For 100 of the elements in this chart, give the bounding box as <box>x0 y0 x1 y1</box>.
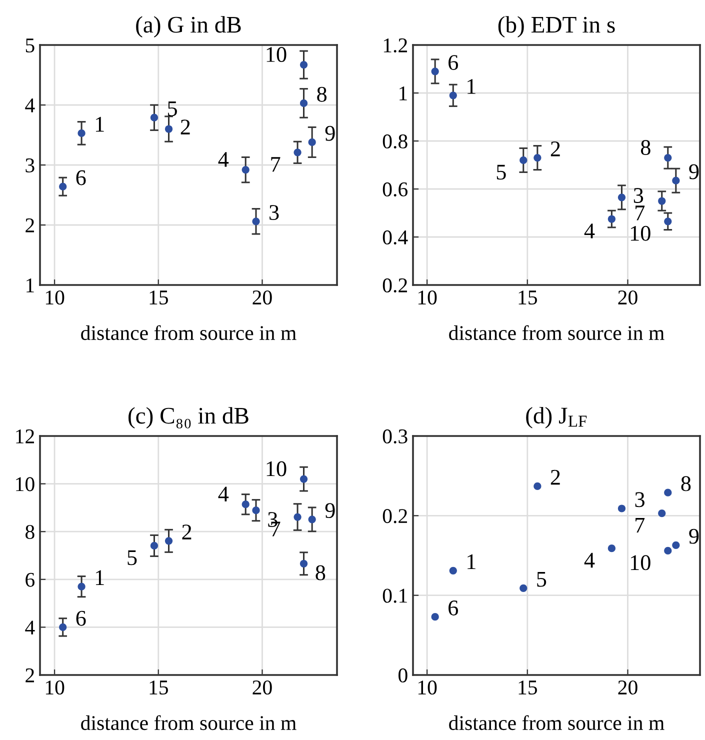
annotation: 3 <box>270 205 279 220</box>
y-tick-label: 4 <box>25 620 35 634</box>
y-tick-label: 5 <box>26 38 34 52</box>
point <box>252 506 260 514</box>
annotation: 8 <box>316 565 326 580</box>
point <box>164 537 173 545</box>
annotation: 2 <box>180 120 190 134</box>
y-tick-label: 1 <box>26 278 34 292</box>
y-tick-label: 0.2 <box>382 278 407 293</box>
annotation: 10 <box>630 555 650 570</box>
x-tick-label: 10 <box>46 680 64 695</box>
point <box>150 542 158 550</box>
y-tick-label: 0.4 <box>382 230 408 245</box>
y-tick-label: 0.8 <box>382 134 408 149</box>
y-tick-label: 4 <box>25 98 35 112</box>
annotation: 10 <box>266 47 286 62</box>
point <box>150 114 158 122</box>
chart-title: (c) C₈₀ in dB <box>128 407 248 429</box>
chart-title: (d) J$_{LF}$ <box>526 406 587 428</box>
x-axis-title: distance from source in m <box>449 715 664 730</box>
x-axis-title: distance from source in m <box>81 715 296 730</box>
point <box>252 218 260 226</box>
annotation: 9 <box>689 528 699 544</box>
x-tick-label: 20 <box>252 680 272 695</box>
annotation: 9 <box>689 164 699 180</box>
point <box>78 582 86 590</box>
x-tick-label: 10 <box>418 680 437 695</box>
point <box>294 148 302 156</box>
point <box>308 516 316 524</box>
annotation: 10 <box>630 226 650 241</box>
point <box>608 215 616 223</box>
x-axis-title: distance from source in m <box>81 325 296 340</box>
x-tick-label: 10 <box>418 290 437 305</box>
point <box>78 129 86 138</box>
x-tick-label: 10 <box>46 290 64 305</box>
point <box>431 68 439 76</box>
annotation: 2 <box>550 141 560 156</box>
point <box>664 546 672 555</box>
y-tick-label: 0.3 <box>382 429 408 444</box>
y-tick-label: 6 <box>26 572 35 587</box>
point <box>618 504 626 512</box>
y-tick-label: 0.6 <box>382 182 408 197</box>
annotation: 7 <box>636 206 645 220</box>
annotation: 4 <box>584 552 595 568</box>
point <box>164 125 173 133</box>
point <box>520 156 528 164</box>
annotation: 1 <box>96 570 104 585</box>
point <box>449 566 457 574</box>
point <box>449 92 457 100</box>
annotation: 7 <box>636 518 645 533</box>
point <box>608 544 616 552</box>
chart-title: (a) G in dB <box>136 16 241 38</box>
x-tick-label: 20 <box>252 290 272 305</box>
point <box>534 154 542 162</box>
chart-title: (b) EDT in s <box>498 16 615 38</box>
point <box>672 541 680 549</box>
annotation: 6 <box>76 170 86 186</box>
point <box>672 176 680 184</box>
point <box>618 194 626 202</box>
annotation: 1 <box>468 79 476 94</box>
y-tick-label: 1.2 <box>384 38 407 53</box>
point <box>664 154 672 162</box>
point <box>664 218 672 226</box>
annotation: 9 <box>325 126 335 141</box>
y-tick-label: 10 <box>16 477 34 492</box>
annotation: 4 <box>218 486 229 502</box>
y-tick-label: 3 <box>26 158 34 172</box>
point <box>300 475 308 483</box>
y-tick-label: 2 <box>26 218 34 232</box>
point <box>294 513 302 521</box>
x-tick-label: 15 <box>518 680 537 695</box>
annotation: 5 <box>168 101 177 116</box>
annotation: 5 <box>537 572 546 587</box>
point <box>59 182 67 190</box>
annotation: 3 <box>634 188 644 203</box>
annotation: 10 <box>266 461 286 476</box>
annotation: 6 <box>76 610 86 626</box>
annotation: 8 <box>640 140 650 156</box>
point <box>300 60 308 69</box>
point <box>658 509 666 518</box>
y-tick-label: 2 <box>26 668 34 682</box>
annotation: 5 <box>496 164 506 180</box>
annotation: 6 <box>448 55 458 70</box>
annotation: 7 <box>271 157 280 172</box>
point <box>242 500 250 508</box>
y-tick-label: 0 <box>398 668 408 682</box>
point <box>520 584 528 592</box>
annotation: 4 <box>218 152 229 167</box>
x-tick-label: 15 <box>518 290 537 305</box>
point <box>242 166 250 174</box>
annotation: 1 <box>96 116 104 132</box>
annotation: 1 <box>468 554 476 570</box>
point <box>308 138 316 146</box>
y-tick-label: 0.1 <box>382 588 407 603</box>
point <box>59 623 67 632</box>
point <box>300 99 308 108</box>
y-tick-label: 12 <box>16 429 34 444</box>
point <box>664 488 672 496</box>
point <box>534 482 542 490</box>
x-axis-title: distance from source in m <box>449 325 664 340</box>
